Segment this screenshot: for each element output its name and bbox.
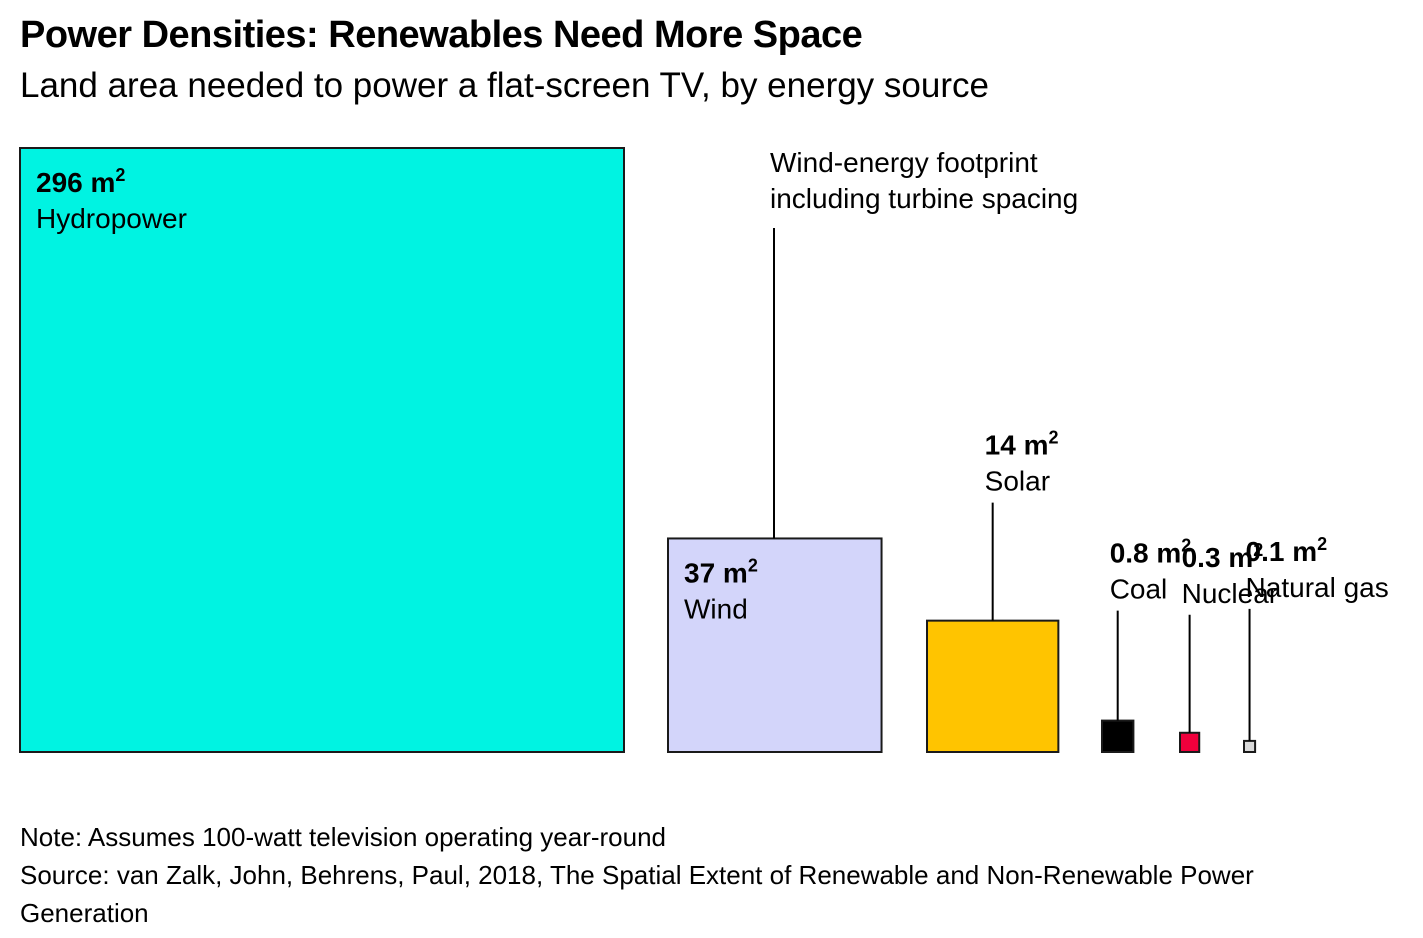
square-coal — [1101, 719, 1135, 754]
chart-title: Power Densities: Renewables Need More Sp… — [20, 14, 863, 56]
chart-note: Note: Assumes 100-watt television operat… — [20, 822, 667, 852]
chart-subtitle: Land area needed to power a flat-screen … — [20, 66, 989, 105]
wind-annotation-text-2: including turbine spacing — [770, 183, 1078, 214]
name-label-solar: Solar — [985, 466, 1050, 497]
chart-source: Source: van Zalk, John, Behrens, Paul, 2… — [20, 860, 1254, 928]
name-label-natural-gas: Natural gas — [1246, 572, 1389, 603]
name-label-wind: Wind — [684, 593, 748, 624]
square-wind — [667, 537, 883, 753]
name-label-nuclear: Nuclear — [1182, 578, 1278, 609]
value-label-coal: 0.8 m2 — [1110, 536, 1192, 569]
value-label-nuclear: 0.3 m2 — [1182, 540, 1264, 573]
wind-annotation-text-1: Wind-energy footprint — [770, 147, 1038, 178]
value-label-hydropower: 296 m2 — [36, 165, 125, 198]
name-label-hydropower: Hydropower — [36, 203, 187, 234]
value-label-wind: 37 m2 — [684, 555, 758, 588]
chart-footer: Note: Assumes 100-watt television operat… — [20, 818, 1380, 932]
square-solar — [926, 619, 1060, 754]
value-label-solar: 14 m2 — [985, 428, 1059, 461]
value-label-natural-gas: 0.1 m2 — [1246, 534, 1328, 567]
square-nuclear — [1179, 731, 1201, 754]
square-hydropower — [19, 147, 625, 753]
name-label-coal: Coal — [1110, 574, 1168, 605]
square-natural-gas — [1243, 739, 1257, 753]
